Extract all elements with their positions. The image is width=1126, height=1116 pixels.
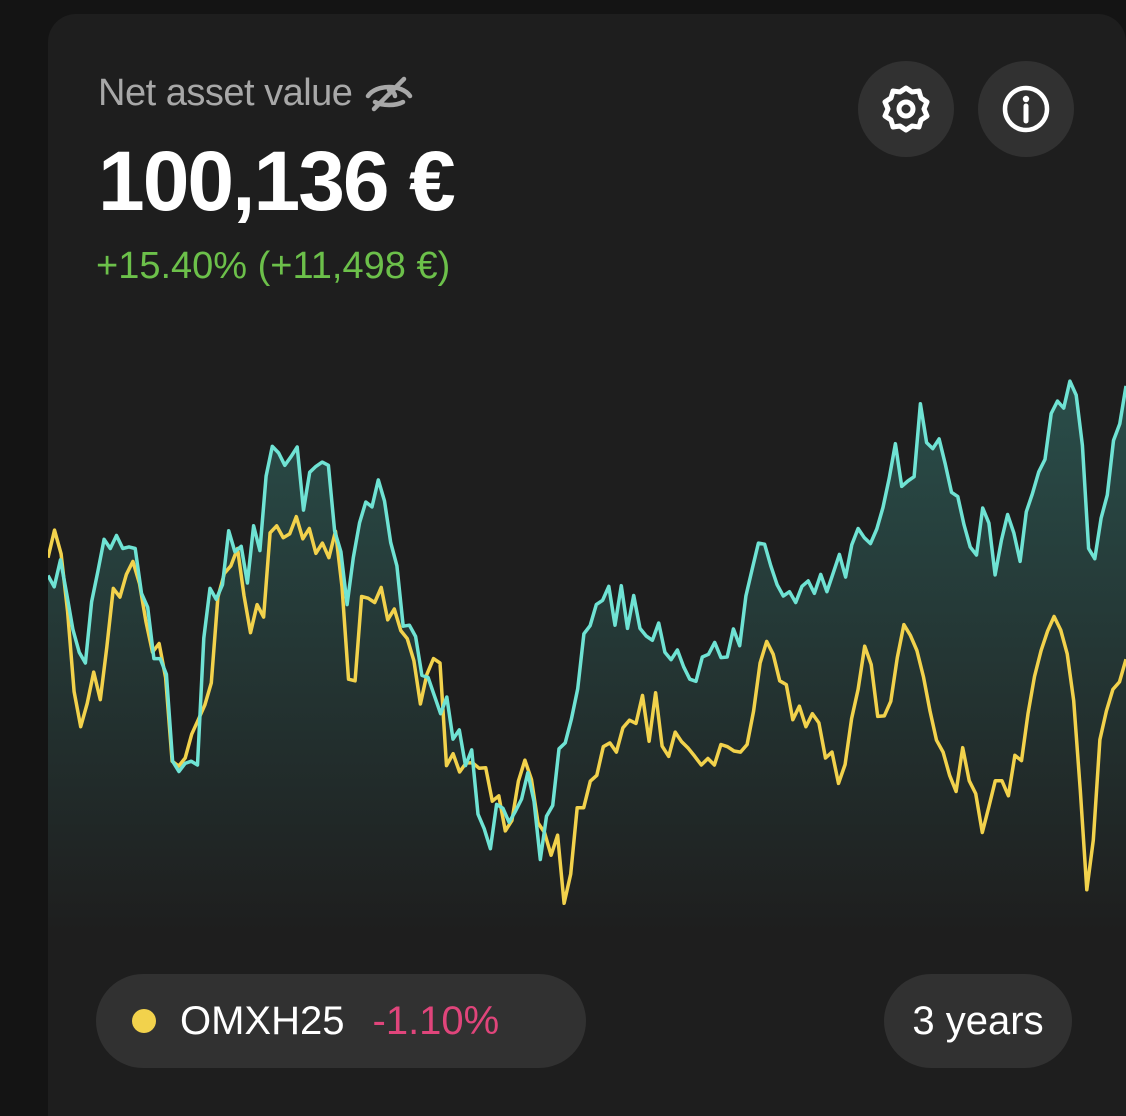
title-row: Net asset value — [98, 72, 414, 115]
info-icon — [1002, 85, 1050, 133]
portfolio-area — [48, 381, 1126, 934]
settings-button[interactable] — [858, 61, 954, 157]
benchmark-name: OMXH25 — [180, 998, 345, 1043]
eye-slash-icon[interactable] — [364, 76, 414, 112]
performance-chart — [48, 379, 1126, 934]
period-label: 3 years — [912, 998, 1044, 1043]
benchmark-color-dot — [132, 1009, 156, 1033]
benchmark-change: -1.10% — [372, 998, 500, 1043]
net-asset-value-card: Net asset value 100,136 € +15.40% (+11,4… — [48, 14, 1126, 1116]
benchmark-selector[interactable]: OMXH25 -1.10% — [96, 974, 586, 1068]
total-value: 100,136 € — [98, 134, 456, 228]
card-title: Net asset value — [98, 72, 353, 114]
portfolio-line — [48, 379, 1126, 862]
benchmark-line — [48, 514, 1126, 906]
total-change: +15.40% (+11,498 €) — [96, 245, 451, 287]
info-button[interactable] — [978, 61, 1074, 157]
gear-icon — [882, 85, 930, 133]
period-selector[interactable]: 3 years — [884, 974, 1072, 1068]
